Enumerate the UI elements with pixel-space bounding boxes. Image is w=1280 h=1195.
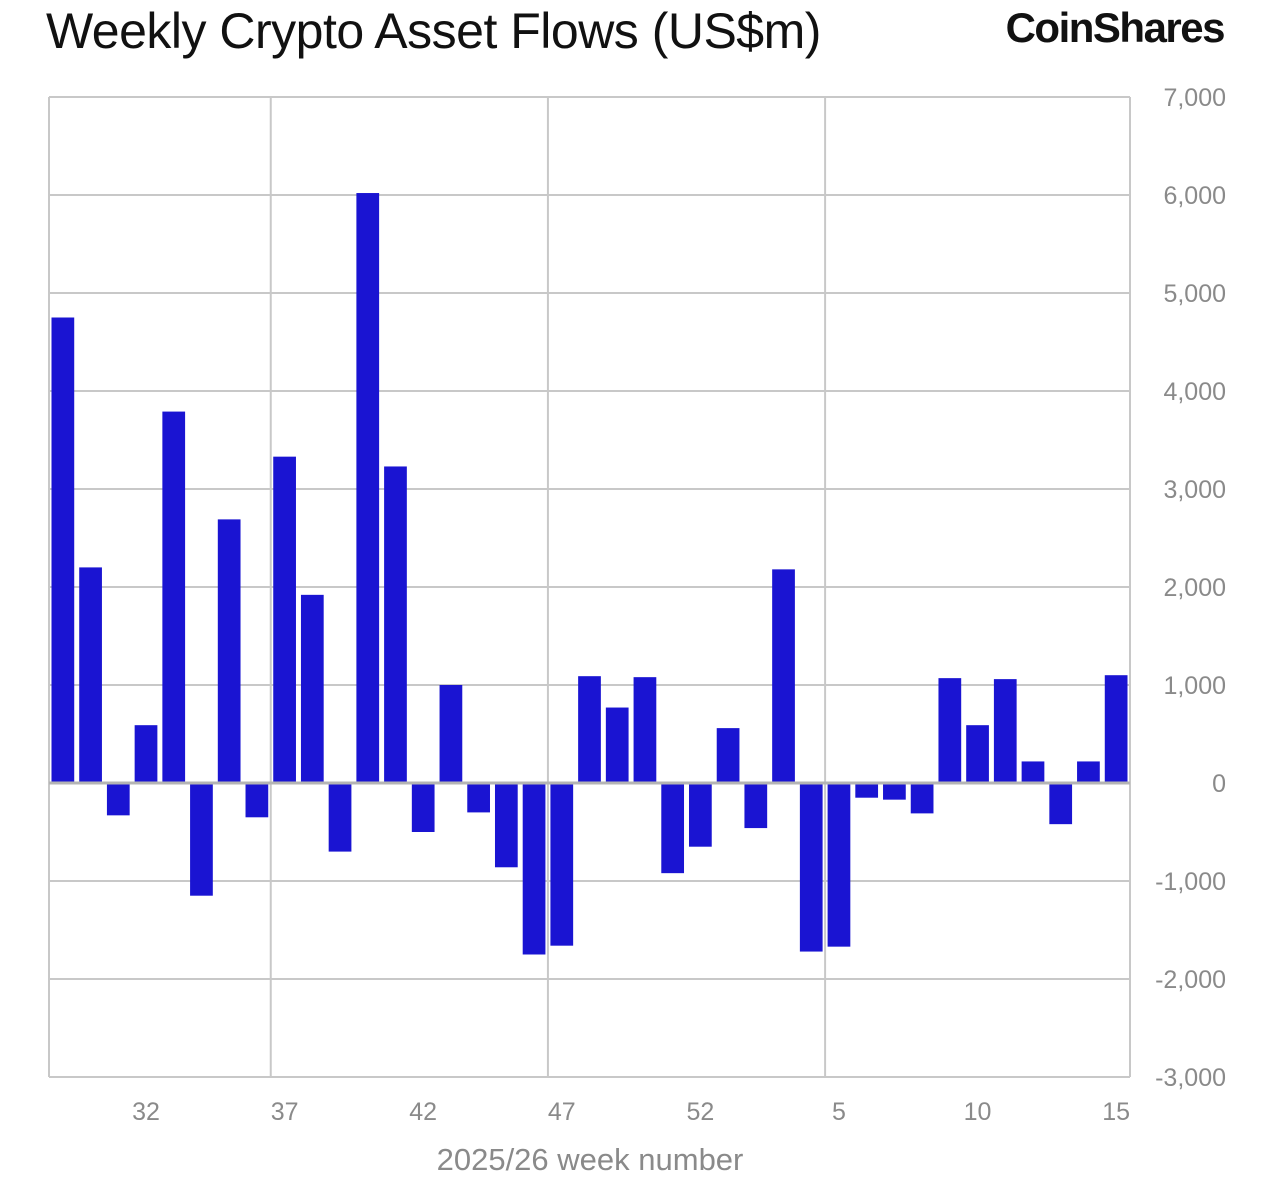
bar-week-6: [855, 783, 879, 798]
bars: [51, 193, 1128, 955]
x-tick-label: 10: [964, 1098, 992, 1126]
y-tick-label: 0: [1212, 770, 1226, 798]
x-tick-label: 52: [686, 1098, 714, 1126]
x-axis-label: 2025/26 week number: [437, 1142, 744, 1177]
x-tick-label: 15: [1102, 1098, 1130, 1126]
bar-week-51: [661, 783, 685, 874]
bar-week-52: [689, 783, 712, 847]
bar-week-45: [494, 783, 518, 868]
bar-week-31: [106, 783, 130, 816]
x-tick-label: 37: [271, 1098, 299, 1126]
bar-week-15: [1104, 675, 1128, 783]
bar-week-41: [384, 466, 407, 783]
bar-week-38: [300, 594, 324, 783]
bar-week-48: [578, 676, 601, 783]
bar-week-40: [356, 193, 380, 784]
y-tick-label: 4,000: [1163, 378, 1226, 406]
bar-week-12: [1021, 761, 1045, 783]
bar-week-4: [799, 783, 823, 952]
bar-week-35: [217, 519, 241, 783]
y-tick-label: 3,000: [1163, 476, 1226, 504]
bar-week-1: [716, 728, 740, 783]
bar-week-10: [966, 725, 989, 783]
bar-week-37: [273, 456, 296, 783]
bar-week-3: [772, 569, 795, 783]
bar-week-11: [993, 679, 1017, 783]
bar-week-36: [245, 783, 269, 818]
bar-week-39: [328, 783, 352, 852]
bar-week-9: [938, 678, 962, 783]
y-tick-labels: 7,000 6,000 5,000 4,000 3,000 2,000 1,000 0 -1,0…: [1155, 84, 1226, 1092]
bar-week-5: [827, 783, 851, 947]
bar-week-8: [910, 783, 934, 814]
x-tick-label: 5: [832, 1098, 846, 1126]
chart-title: Weekly Crypto Asset Flows (US$m): [46, 3, 821, 59]
bar-week-49: [605, 707, 629, 783]
y-tick-label: 2,000: [1163, 574, 1226, 602]
bar-week-42: [411, 783, 435, 832]
y-tick-label: 1,000: [1163, 672, 1226, 700]
bar-week-43: [439, 685, 463, 783]
bar-week-44: [467, 783, 490, 813]
bar-week-7: [883, 783, 906, 800]
bar-week-30: [79, 567, 102, 783]
bar-week-13: [1049, 783, 1073, 825]
bar-week-46: [522, 783, 546, 955]
x-tick-labels: 32 37 42 47 52 5 10 15: [132, 1098, 1130, 1126]
x-tick-label: 42: [409, 1098, 437, 1126]
bar-week-29: [51, 317, 75, 783]
bar-week-32: [134, 725, 158, 783]
y-tick-label: 6,000: [1163, 182, 1226, 210]
bar-week-14: [1077, 761, 1100, 783]
y-tick-label: -2,000: [1155, 966, 1226, 994]
x-tick-label: 47: [548, 1098, 576, 1126]
y-tick-label: 7,000: [1163, 84, 1226, 112]
bar-week-33: [162, 411, 186, 783]
bar-week-50: [633, 677, 657, 783]
y-tick-label: 5,000: [1163, 280, 1226, 308]
coinshares-logo: CoinShares: [1005, 4, 1226, 51]
y-tick-label: -1,000: [1155, 868, 1226, 896]
y-tick-label: -3,000: [1155, 1064, 1226, 1092]
bar-week-2: [744, 783, 768, 829]
x-tick-label: 32: [132, 1098, 160, 1126]
grid-lines: [48, 96, 1131, 1078]
bar-week-47: [550, 783, 574, 946]
bar-week-34: [190, 783, 213, 896]
